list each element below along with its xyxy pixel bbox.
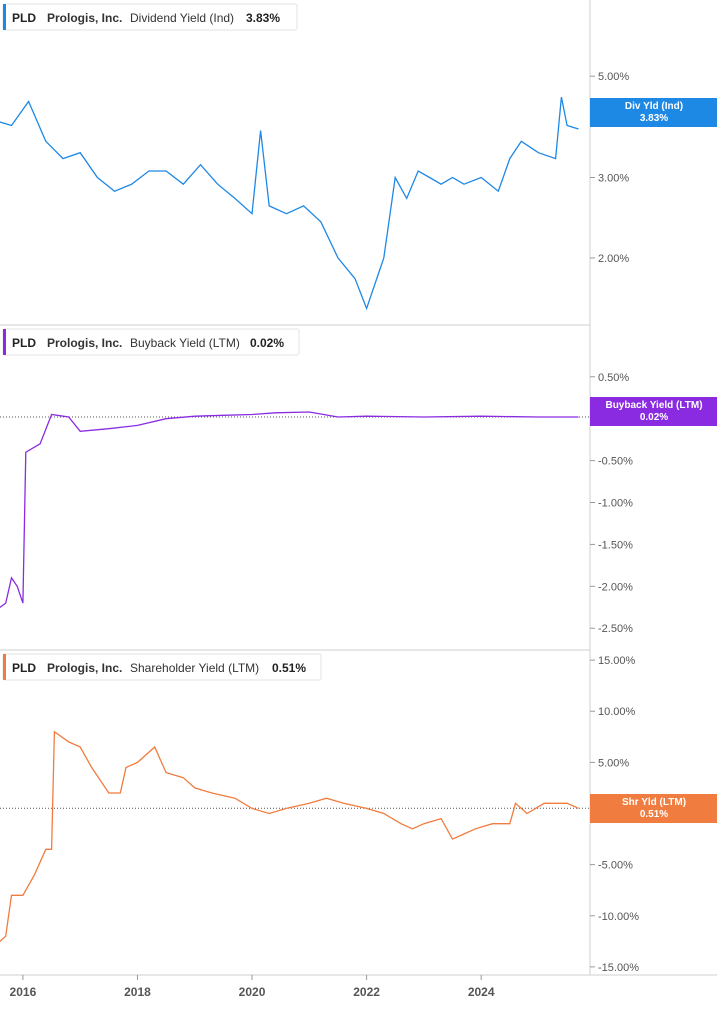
legend-metric: Buyback Yield (LTM) xyxy=(130,336,240,350)
y-tick-label: -0.50% xyxy=(598,456,633,468)
buyback-yield-panel: PLD Prologis, Inc. Buyback Yield (LTM) 0… xyxy=(0,328,717,635)
y-tick-label: 3.00% xyxy=(598,173,629,185)
buyback-yield-line xyxy=(0,411,579,609)
y-tick-label: 2.00% xyxy=(598,253,629,265)
legend-company: Prologis, Inc. xyxy=(47,661,122,675)
value-tag xyxy=(590,794,717,823)
x-tick-label: 2022 xyxy=(353,985,380,999)
legend-color-bar xyxy=(3,329,6,355)
y-tick-label: -1.00% xyxy=(598,498,633,510)
y-tick-label: 0.50% xyxy=(598,372,629,384)
y-tick-label: -2.50% xyxy=(598,623,633,635)
value-tag-label: Shr Yld (LTM) xyxy=(622,797,686,808)
legend-ticker: PLD xyxy=(12,336,36,350)
y-tick-label: -15.00% xyxy=(598,962,639,974)
y-tick-label: -10.00% xyxy=(598,911,639,923)
y-ticks: 15.00%10.00%5.00%0.00%-5.00%-10.00%-15.0… xyxy=(590,655,639,974)
legend-company: Prologis, Inc. xyxy=(47,11,122,25)
legend-value: 3.83% xyxy=(246,11,280,25)
legend-metric: Shareholder Yield (LTM) xyxy=(130,661,259,675)
y-tick-label: -1.50% xyxy=(598,539,633,551)
x-tick-label: 2024 xyxy=(468,985,495,999)
y-tick-label: 5.00% xyxy=(598,757,629,769)
legend-value: 0.02% xyxy=(250,336,284,350)
y-ticks: 0.50% -0.50% -1.00% -1.50% -2.00% -2.50% xyxy=(590,372,633,635)
legend-ticker: PLD xyxy=(12,661,36,675)
value-tag xyxy=(590,98,717,127)
x-tick-label: 2020 xyxy=(239,985,266,999)
value-tag-label: Div Yld (Ind) xyxy=(625,101,683,112)
x-axis: 2016 2018 2020 2022 2024 xyxy=(10,975,495,999)
value-tag-value: 0.51% xyxy=(640,809,668,820)
value-tag-label: Buyback Yield (LTM) xyxy=(605,400,702,411)
legend-company: Prologis, Inc. xyxy=(47,336,122,350)
y-tick-label: 15.00% xyxy=(598,655,636,667)
y-tick-label: 5.00% xyxy=(598,71,629,83)
x-tick-label: 2018 xyxy=(124,985,151,999)
y-ticks: 5.00% 3.00% 2.00% xyxy=(590,71,629,265)
legend-ticker: PLD xyxy=(12,11,36,25)
x-tick-label: 2016 xyxy=(10,985,37,999)
y-tick-label: -2.00% xyxy=(598,581,633,593)
legend-value: 0.51% xyxy=(272,661,306,675)
legend-color-bar xyxy=(3,4,6,30)
legend-metric: Dividend Yield (Ind) xyxy=(130,11,234,25)
shareholder-yield-panel: PLD Prologis, Inc. Shareholder Yield (LT… xyxy=(0,653,717,974)
dividend-yield-line xyxy=(0,96,579,311)
dividend-yield-panel: PLD Prologis, Inc. Dividend Yield (Ind) … xyxy=(0,3,717,311)
value-tag-value: 0.02% xyxy=(640,412,668,423)
y-tick-label: -5.00% xyxy=(598,860,633,872)
value-tag-value: 3.83% xyxy=(640,113,668,124)
shareholder-yield-line xyxy=(0,730,579,943)
y-tick-label: 10.00% xyxy=(598,706,636,718)
legend-color-bar xyxy=(3,654,6,680)
value-tag xyxy=(590,397,717,426)
